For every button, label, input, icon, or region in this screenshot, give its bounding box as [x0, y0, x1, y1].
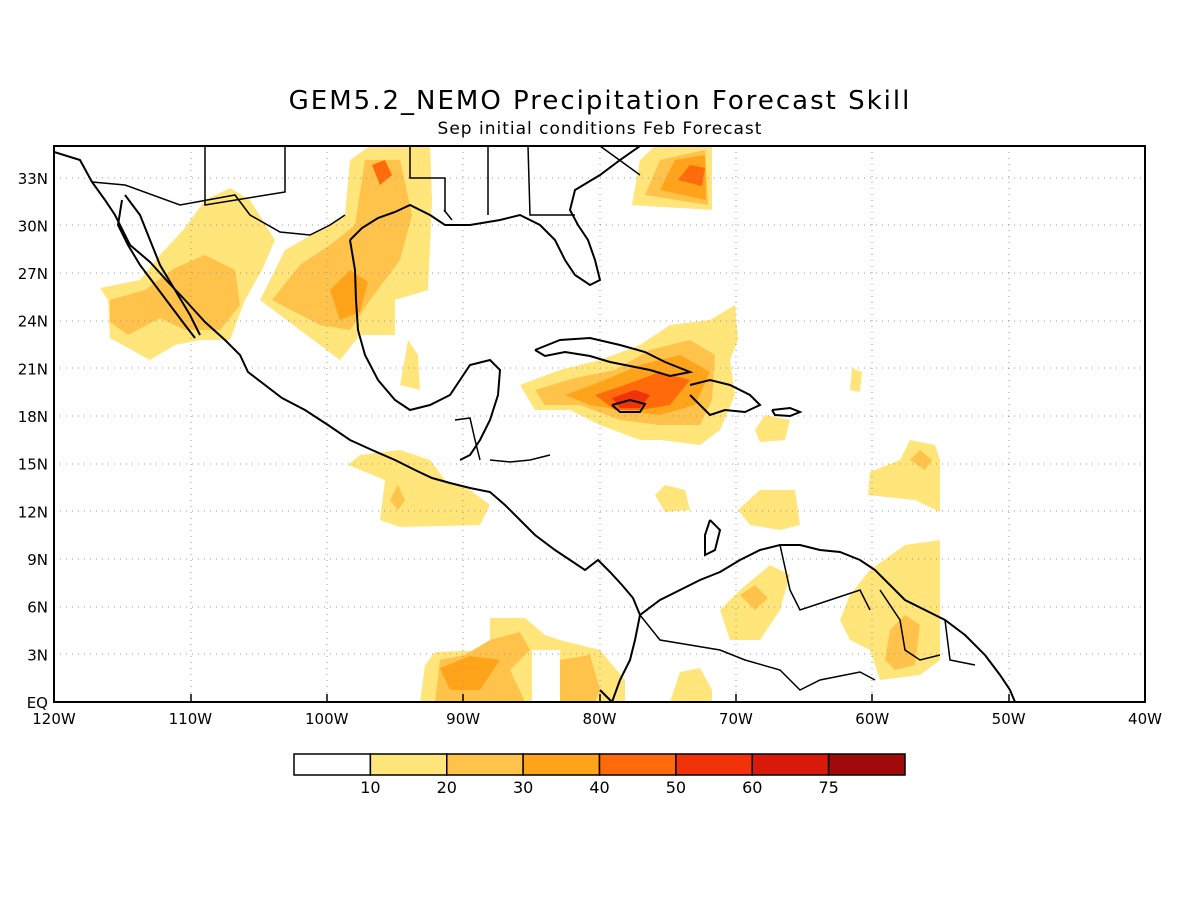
colorbar-segment	[827, 753, 906, 776]
skill-area-40	[372, 160, 392, 185]
latitude-tick-label: 9N	[27, 551, 48, 569]
colorbar-segment	[675, 753, 753, 776]
latitude-tick-label: 12N	[18, 503, 48, 521]
colorbar-segment	[522, 753, 601, 776]
colorbar-label: 75	[818, 778, 838, 797]
latitude-tick-label: EQ	[27, 694, 48, 712]
skill-area-10	[850, 368, 862, 392]
colorbar-segment	[369, 753, 448, 776]
latitude-tick-label: 15N	[18, 456, 48, 474]
skill-area-20	[910, 450, 932, 470]
longitude-tick-label: 120W	[32, 710, 76, 728]
skill-area-20	[560, 655, 600, 702]
latitude-tick-label: 18N	[18, 408, 48, 426]
borders	[91, 146, 976, 691]
skill-area-30	[440, 656, 500, 690]
skill-shading	[100, 146, 940, 702]
latitude-tick-label: 21N	[18, 360, 48, 378]
colorbar	[293, 753, 906, 776]
skill-area-20	[885, 615, 920, 670]
skill-area-10	[868, 440, 940, 512]
skill-area-10	[655, 485, 690, 512]
latitude-tick-label: 30N	[18, 217, 48, 235]
skill-area-10	[400, 340, 420, 390]
longitude-tick-label: 40W	[1128, 710, 1162, 728]
skill-area-20	[390, 485, 405, 510]
skill-area-20	[740, 585, 768, 610]
latitude-labels: EQ 3N 6N 9N 12N 15N 18N 21N 24N 27N 30N 33N	[18, 170, 48, 712]
longitude-tick-label: 70W	[719, 710, 753, 728]
latitude-tick-label: 6N	[27, 599, 48, 617]
colorbar-labels: 10 20 30 40 50 60 75	[360, 778, 839, 797]
coastlines	[54, 146, 1016, 702]
colorbar-label: 20	[437, 778, 457, 797]
colorbar-segment	[751, 753, 830, 776]
chart-subtitle: Sep initial conditions Feb Forecast	[437, 119, 763, 139]
longitude-tick-label: 100W	[305, 710, 349, 728]
skill-area-10	[348, 450, 490, 527]
skill-area-10	[670, 668, 712, 702]
skill-area-40	[678, 165, 705, 186]
skill-area-10	[755, 415, 790, 442]
longitude-tick-label: 110W	[169, 710, 213, 728]
longitude-labels: 120W 110W 100W 90W 80W 70W 60W 50W 40W	[32, 710, 1162, 728]
colorbar-segment	[293, 753, 372, 776]
colorbar-label: 10	[360, 778, 380, 797]
colorbar-label: 40	[589, 778, 609, 797]
longitude-tick-label: 90W	[446, 710, 480, 728]
colorbar-label: 50	[666, 778, 686, 797]
skill-area-20	[272, 160, 412, 330]
latitude-tick-label: 27N	[18, 265, 48, 283]
latitude-tick-label: 3N	[27, 646, 48, 664]
longitude-tick-label: 50W	[992, 710, 1026, 728]
skill-area-20	[110, 255, 240, 335]
colorbar-segment	[446, 753, 524, 776]
latitude-tick-label: 33N	[18, 170, 48, 188]
skill-area-white	[532, 650, 560, 702]
skill-area-10	[738, 490, 800, 530]
skill-area-30	[330, 270, 368, 320]
tick-marks	[190, 694, 1010, 702]
latitude-tick-label: 24N	[18, 313, 48, 331]
chart-title: GEM5.2_NEMO Precipitation Forecast Skill	[288, 86, 912, 116]
longitude-tick-label: 80W	[583, 710, 617, 728]
colorbar-label: 60	[742, 778, 762, 797]
colorbar-segment	[598, 753, 677, 776]
longitude-tick-label: 60W	[855, 710, 889, 728]
colorbar-label: 30	[513, 778, 533, 797]
